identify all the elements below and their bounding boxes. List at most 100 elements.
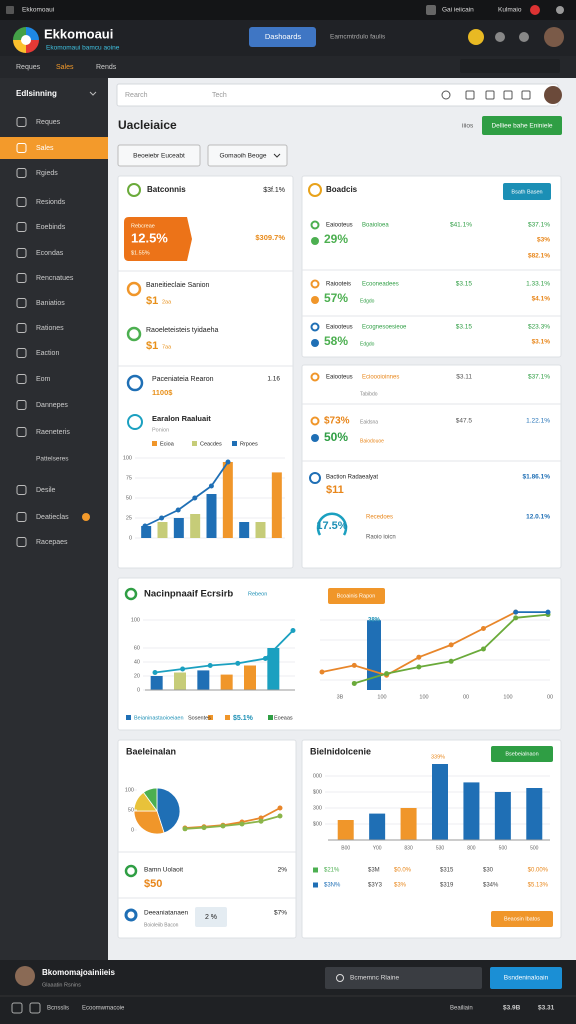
row-icon xyxy=(311,296,319,304)
header-button[interactable] xyxy=(249,27,316,47)
table-cell: $3N% xyxy=(324,883,341,889)
y-tick-label: 20 xyxy=(134,673,140,679)
card-button[interactable] xyxy=(328,588,385,604)
avatar xyxy=(544,86,562,104)
label[interactable]: Bsebeialnaon xyxy=(505,751,538,757)
label: 38% xyxy=(368,618,381,624)
search-bar[interactable] xyxy=(116,83,559,107)
label[interactable]: Bsndeninaloain xyxy=(504,975,549,982)
label: Eaiooteus xyxy=(326,375,353,381)
table-cell: $34% xyxy=(483,883,499,889)
label[interactable]: Beaosin lbatos xyxy=(504,916,540,922)
icon xyxy=(29,1002,41,1014)
label: 17.5% xyxy=(316,520,347,532)
nav-item[interactable]: Eoebinds xyxy=(36,224,66,231)
sidebar-heading: Edlsinning xyxy=(16,89,57,98)
card xyxy=(301,739,562,939)
label: $3.31 xyxy=(538,1005,555,1012)
y-tick-label: 000 xyxy=(313,773,322,779)
filter-label[interactable]: Beoeiebr Euceabt xyxy=(133,153,185,160)
table-cell: $319 xyxy=(440,883,454,889)
bar xyxy=(174,672,186,690)
menu-icon xyxy=(556,6,564,14)
card-button[interactable] xyxy=(491,911,553,927)
filter-label[interactable]: Gomaoih Beoge xyxy=(220,153,267,160)
page-title: Uacleiaice xyxy=(118,118,177,132)
bar xyxy=(222,462,233,538)
nav-item[interactable]: Resionds xyxy=(36,199,66,206)
label: $50 xyxy=(144,878,162,890)
nav-item[interactable]: Baniatios xyxy=(36,300,65,307)
nav-item[interactable]: Eaction xyxy=(36,350,59,357)
badge xyxy=(82,513,90,521)
label[interactable]: Bcoainis Rapon xyxy=(337,593,376,599)
icon xyxy=(426,5,436,15)
card-button[interactable] xyxy=(503,183,551,200)
item-icon xyxy=(124,908,138,922)
label[interactable]: Bsath Basen xyxy=(511,189,542,195)
row-icon xyxy=(311,434,319,442)
label: $7% xyxy=(274,910,287,917)
nav-item[interactable]: Pattelseres xyxy=(36,456,69,463)
label: Ecioooioinnes xyxy=(362,375,399,381)
card xyxy=(117,577,562,731)
nav-item[interactable]: Eom xyxy=(36,376,51,383)
pie-slice xyxy=(133,810,165,835)
y-tick-label: $00 xyxy=(313,821,322,827)
card-icon xyxy=(127,183,141,197)
legend-label: $5.1% xyxy=(233,715,254,722)
nav-item[interactable]: Rencnatues xyxy=(36,275,74,282)
header-button-label[interactable]: Dashoards xyxy=(265,32,302,41)
primary-button[interactable] xyxy=(482,116,562,135)
filter[interactable] xyxy=(117,144,201,167)
nav-icon xyxy=(16,197,27,207)
nav-item[interactable]: Desile xyxy=(36,487,56,494)
tab[interactable]: Sales xyxy=(56,64,74,71)
table-cell: $3% xyxy=(394,883,407,889)
label: Ecoomwmacoie xyxy=(82,1006,125,1012)
nav-item[interactable]: Rationes xyxy=(36,325,64,332)
row-icon xyxy=(310,322,320,332)
label: Bamn Uolaoit xyxy=(144,867,183,874)
card-button[interactable] xyxy=(491,746,553,762)
row-value: 57% xyxy=(324,291,348,305)
button-label[interactable]: Delliee bahe Eniniele xyxy=(491,123,552,130)
footer-button[interactable] xyxy=(490,967,562,989)
y-tick-label: 25 xyxy=(126,515,132,521)
x-tick-label: 00 xyxy=(463,694,469,700)
label: $3.11 xyxy=(456,374,472,381)
label: 2 % xyxy=(205,914,217,921)
nav-icon xyxy=(16,273,27,283)
nav-item[interactable]: Rgieds xyxy=(36,170,58,177)
nav-item[interactable]: Sales xyxy=(36,145,54,152)
table-cell: $3Y3 xyxy=(368,883,383,889)
sidebar xyxy=(0,78,108,960)
nav-item[interactable]: Reques xyxy=(36,119,61,126)
nav-icon xyxy=(16,222,27,232)
label: Eaiooteus xyxy=(326,223,353,229)
y-tick-label: 0 xyxy=(131,827,134,833)
label: Earalon Raaluait xyxy=(152,414,211,423)
pie-slice xyxy=(156,787,181,834)
nav-item[interactable]: Raeneteris xyxy=(36,429,70,436)
label: $37.1% xyxy=(528,222,550,229)
label: Baeleinalan xyxy=(126,746,176,756)
legend-label: Ceacdes xyxy=(200,441,222,447)
nav-item[interactable]: Econdas xyxy=(36,250,64,257)
toolbar-icon xyxy=(503,90,513,100)
label: $11 xyxy=(326,484,344,496)
tab[interactable]: Reques xyxy=(16,64,41,71)
label: $309.7% xyxy=(255,233,285,242)
label: Ponion xyxy=(152,427,169,433)
label: 1.16 xyxy=(267,376,280,383)
label: 1.33.1% xyxy=(526,281,550,288)
filter[interactable] xyxy=(207,144,288,167)
row-icon xyxy=(310,279,320,289)
label: $4.1% xyxy=(532,296,551,303)
tab[interactable]: Rends xyxy=(96,64,117,71)
nav-item[interactable]: Racepaes xyxy=(36,539,68,546)
nav-item[interactable]: Dannepes xyxy=(36,402,68,409)
nav-icon xyxy=(16,168,27,178)
nav-item[interactable]: Deatieclas xyxy=(36,514,69,521)
footer-search[interactable] xyxy=(325,967,482,989)
